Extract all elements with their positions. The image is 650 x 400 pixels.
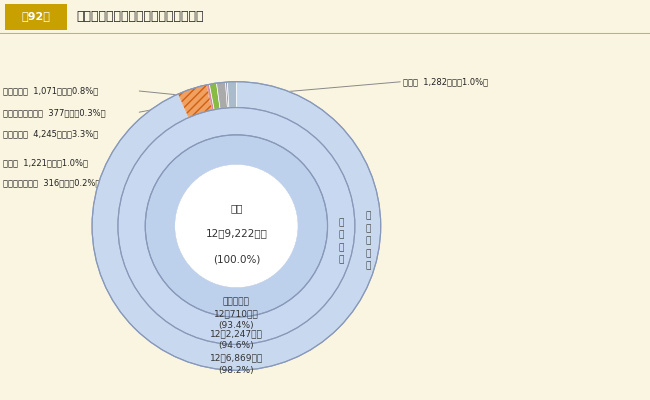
Text: その他  1,282億円（1.0%）: その他 1,282億円（1.0%）: [403, 77, 488, 86]
Text: 療
養
諸
費: 療 養 諸 費: [339, 218, 344, 264]
Circle shape: [176, 165, 297, 287]
Text: 12兆2,247億円
(94.6%): 12兆2,247億円 (94.6%): [210, 330, 263, 350]
Text: その他医療給付費  377億円（0.3%）: その他医療給付費 377億円（0.3%）: [3, 108, 106, 117]
Wedge shape: [92, 82, 381, 370]
Circle shape: [145, 135, 328, 317]
Text: (100.0%): (100.0%): [213, 254, 260, 264]
Wedge shape: [209, 83, 220, 110]
Text: 審査支払手数料  316億円（0.2%）: 審査支払手数料 316億円（0.2%）: [3, 178, 101, 187]
FancyBboxPatch shape: [5, 4, 67, 30]
Circle shape: [176, 165, 297, 287]
Circle shape: [92, 82, 381, 370]
Wedge shape: [227, 82, 237, 108]
Text: 第92図: 第92図: [21, 11, 50, 21]
Wedge shape: [216, 82, 228, 109]
Text: 後期高齢者医療事業の歳出決算の状況: 後期高齢者医療事業の歳出決算の状況: [77, 10, 204, 23]
Text: 12兆6,869億円
(98.2%): 12兆6,869億円 (98.2%): [210, 354, 263, 375]
Text: 12兆9,222億円: 12兆9,222億円: [205, 228, 267, 238]
Circle shape: [176, 165, 297, 287]
Wedge shape: [178, 85, 212, 118]
Circle shape: [118, 108, 355, 344]
Text: 基金積立金  1,071億円（0.8%）: 基金積立金 1,071億円（0.8%）: [3, 86, 99, 95]
Text: 歳出: 歳出: [230, 203, 242, 213]
Wedge shape: [207, 84, 215, 110]
Wedge shape: [226, 82, 229, 108]
Text: 療養給付費
12兆710億円
(93.4%): 療養給付費 12兆710億円 (93.4%): [214, 298, 259, 330]
Text: 保
険
給
付
費: 保 険 給 付 費: [365, 212, 370, 271]
Text: その他  1,221億円（1.0%）: その他 1,221億円（1.0%）: [3, 158, 88, 167]
Text: 高額療養費  4,245億円（3.3%）: 高額療養費 4,245億円（3.3%）: [3, 130, 99, 139]
